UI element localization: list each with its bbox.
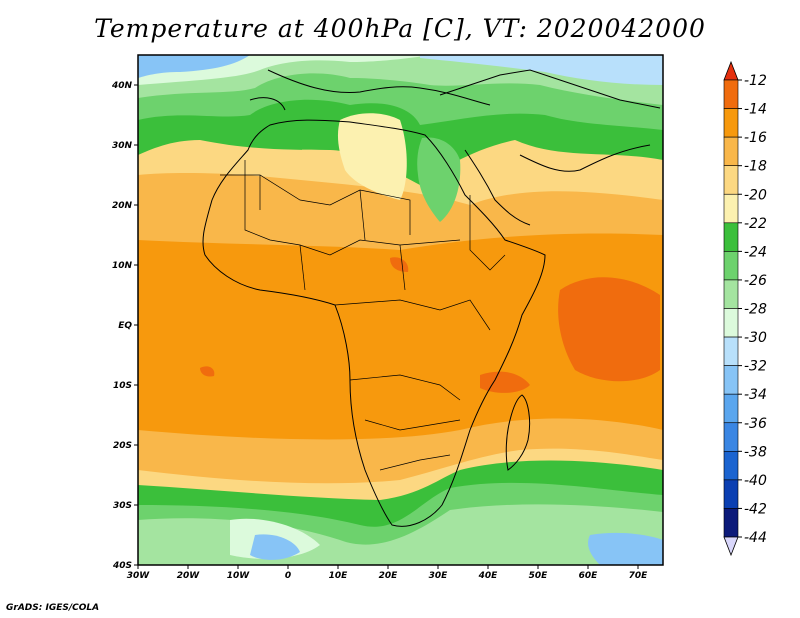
lon-tick-label: 20E bbox=[379, 571, 399, 581]
colorbar-swatch bbox=[723, 336, 739, 366]
lat-tick-label: 40S bbox=[112, 561, 132, 571]
colorbar-swatch bbox=[723, 393, 739, 424]
colorbar-bottom-arrow bbox=[723, 536, 739, 557]
colorbar-swatch bbox=[723, 422, 739, 452]
colorbar-swatch bbox=[723, 193, 739, 224]
lat-tick-label: 30N bbox=[112, 141, 133, 151]
colorbar-level-label: -26 bbox=[744, 273, 767, 289]
colorbar-level-label: -36 bbox=[744, 416, 767, 432]
colorbar-level-label: -38 bbox=[744, 444, 767, 460]
colorbar-level-label: -28 bbox=[744, 302, 767, 318]
colorbar-level-label: -32 bbox=[744, 359, 767, 375]
colorbar: -12 -14 -16 -18 -20 -22 -24 -26 -28 -30 -32 -34 -36 -… bbox=[723, 60, 767, 557]
colorbar-level-label: -22 bbox=[744, 216, 767, 232]
lat-tick-label: 40N bbox=[111, 81, 133, 91]
colorbar-swatch bbox=[723, 479, 739, 509]
lon-tick-label: 10W bbox=[227, 571, 251, 581]
credit-label: GrADS: IGES/COLA bbox=[6, 603, 100, 613]
colorbar-level-label: -18 bbox=[744, 159, 767, 175]
colorbar-level-label: -12 bbox=[744, 73, 767, 89]
lat-tick-label: 10S bbox=[113, 381, 132, 391]
colorbar-level-label: -14 bbox=[744, 102, 767, 118]
lon-tick-label: 30E bbox=[429, 571, 449, 581]
lat-tick-label: 30S bbox=[113, 501, 132, 511]
lon-tick-label: 20W bbox=[177, 571, 201, 581]
lat-tick-label: 10N bbox=[112, 261, 133, 271]
colorbar-level-label: -40 bbox=[744, 473, 767, 489]
country-borders bbox=[220, 160, 506, 471]
colorbar-swatch bbox=[723, 108, 739, 138]
lat-tick-label: 20N bbox=[112, 201, 133, 211]
colorbar-swatch bbox=[723, 508, 739, 538]
colorbar-swatch bbox=[723, 365, 739, 395]
colorbar-swatch bbox=[723, 251, 739, 281]
colorbar-swatch bbox=[723, 136, 739, 166]
lon-tick-label: 30W bbox=[127, 571, 151, 581]
colorbar-level-label: -16 bbox=[744, 130, 767, 146]
colorbar-level-label: -30 bbox=[744, 330, 767, 346]
lat-tick-label: EQ bbox=[118, 321, 132, 331]
lon-tick-label: 70E bbox=[629, 571, 649, 581]
lon-tick-label: 60E bbox=[579, 571, 599, 581]
colorbar-level-label: -24 bbox=[744, 244, 767, 260]
colorbar-level-label: -34 bbox=[744, 387, 767, 403]
colorbar-swatch bbox=[723, 165, 739, 195]
colorbar-swatch bbox=[723, 451, 739, 481]
colorbar-level-label: -42 bbox=[744, 501, 767, 517]
colorbar-swatch bbox=[723, 222, 739, 252]
colorbar-level-label: -20 bbox=[744, 187, 767, 203]
map-frame bbox=[137, 54, 664, 566]
coastlines bbox=[202, 69, 661, 527]
lat-tick-label: 20S bbox=[113, 441, 132, 451]
lon-tick-label: 50E bbox=[529, 571, 549, 581]
temperature-field bbox=[138, 55, 663, 565]
colorbar-swatch bbox=[723, 279, 739, 309]
chart-title: Temperature at 400hPa [C], VT: 202004200… bbox=[94, 14, 706, 43]
lon-tick-label: 10E bbox=[329, 571, 349, 581]
lon-tick-label: 0 bbox=[285, 571, 291, 581]
colorbar-swatch bbox=[723, 79, 739, 109]
colorbar-swatch bbox=[723, 308, 739, 338]
lon-tick-label: 40E bbox=[478, 571, 499, 581]
colorbar-level-label: -44 bbox=[744, 530, 767, 546]
colorbar-top-arrow bbox=[723, 60, 739, 81]
